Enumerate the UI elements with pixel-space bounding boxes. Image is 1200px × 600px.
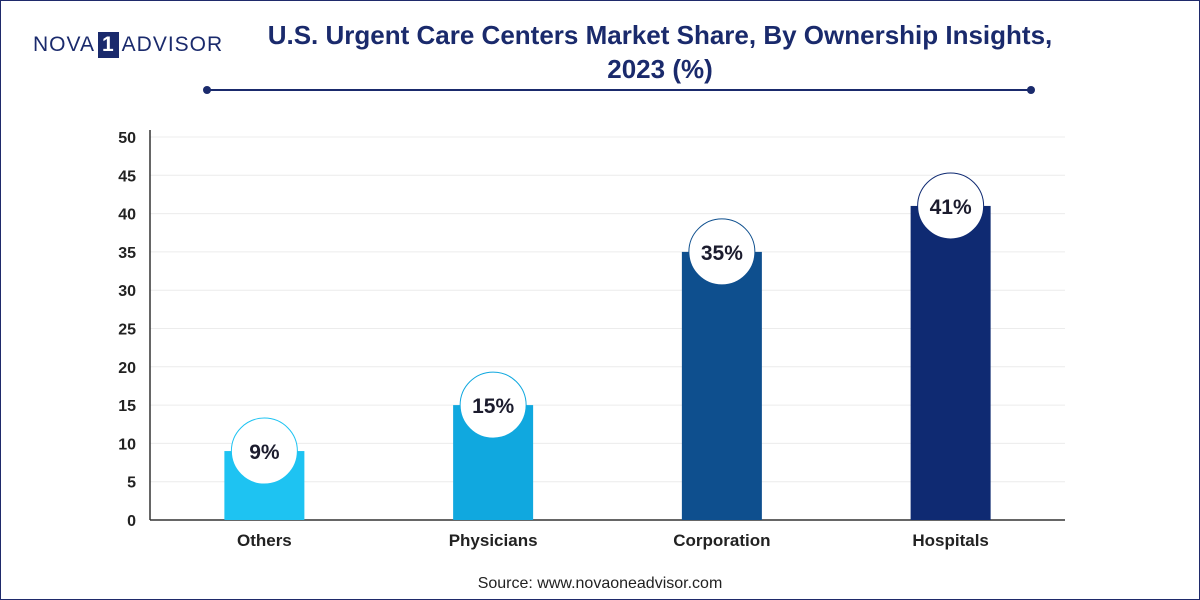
x-tick-label: Others xyxy=(237,531,292,550)
data-label-badge xyxy=(230,417,298,485)
bar xyxy=(910,205,991,520)
y-tick-label: 30 xyxy=(118,283,136,300)
data-label: 9% xyxy=(249,441,280,464)
y-tick-label: 40 xyxy=(118,207,136,224)
y-tick-label: 25 xyxy=(118,322,136,339)
data-label-badge xyxy=(459,371,527,439)
data-label: 35% xyxy=(701,242,743,265)
y-tick-label: 50 xyxy=(118,130,136,147)
chart-title: U.S. Urgent Care Centers Market Share, B… xyxy=(240,18,1080,86)
x-tick-label: Hospitals xyxy=(912,531,989,550)
x-tick-label: Physicians xyxy=(449,531,538,550)
y-tick-label: 35 xyxy=(118,245,136,262)
y-tick-label: 15 xyxy=(118,398,136,415)
logo-text-one: 1 xyxy=(97,32,119,58)
title-divider xyxy=(207,89,1031,91)
title-divider-left-dot xyxy=(203,86,211,94)
y-tick-label: 5 xyxy=(127,475,136,492)
bar xyxy=(681,251,762,520)
chart-title-line2: 2023 (%) xyxy=(607,54,713,84)
y-tick-label: 10 xyxy=(118,436,136,453)
x-tick-label: Corporation xyxy=(673,531,770,550)
data-label-badge xyxy=(917,172,985,240)
logo-text-advisor: ADVISOR xyxy=(121,33,224,56)
data-label-badge xyxy=(688,218,756,286)
y-tick-label: 0 xyxy=(127,513,136,530)
chart-title-line1: U.S. Urgent Care Centers Market Share, B… xyxy=(267,20,1053,50)
logo-text-nova: NOVA xyxy=(33,33,95,56)
data-label: 41% xyxy=(930,196,972,219)
y-tick-label: 20 xyxy=(118,360,136,377)
title-divider-right-dot xyxy=(1027,86,1035,94)
brand-logo: NOVA 1 ADVISOR xyxy=(33,30,223,60)
data-label: 15% xyxy=(472,395,514,418)
source-note: Source: www.novaoneadvisor.com xyxy=(477,575,723,592)
y-tick-label: 45 xyxy=(118,168,136,185)
